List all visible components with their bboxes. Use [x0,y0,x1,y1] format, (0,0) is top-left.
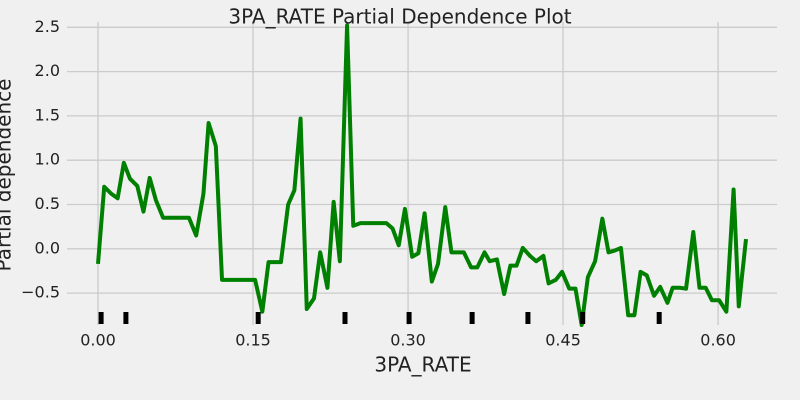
y-tick-label: 0.0 [35,238,60,257]
y-tick-label: 1.5 [35,105,60,124]
data-line [96,23,748,327]
x-axis-label: 3PA_RATE [374,353,471,377]
x-tick-label: 0.15 [235,331,271,350]
y-tick-label: 2.5 [35,17,60,36]
x-tick-label: 0.45 [545,331,581,350]
y-tick-label: −0.5 [21,283,60,302]
grid [67,22,777,325]
chart-title: 3PA_RATE Partial Dependence Plot [228,5,571,29]
x-tick-label: 0.00 [80,331,116,350]
x-tick-label: 0.30 [390,331,426,350]
y-axis-label: Partial dependence [0,79,16,272]
y-tick-label: 2.0 [35,61,60,80]
plot-area [96,23,748,327]
y-tick-label: 1.0 [35,150,60,169]
y-tick-label: 0.5 [35,194,60,213]
x-tick-label: 0.60 [700,331,736,350]
